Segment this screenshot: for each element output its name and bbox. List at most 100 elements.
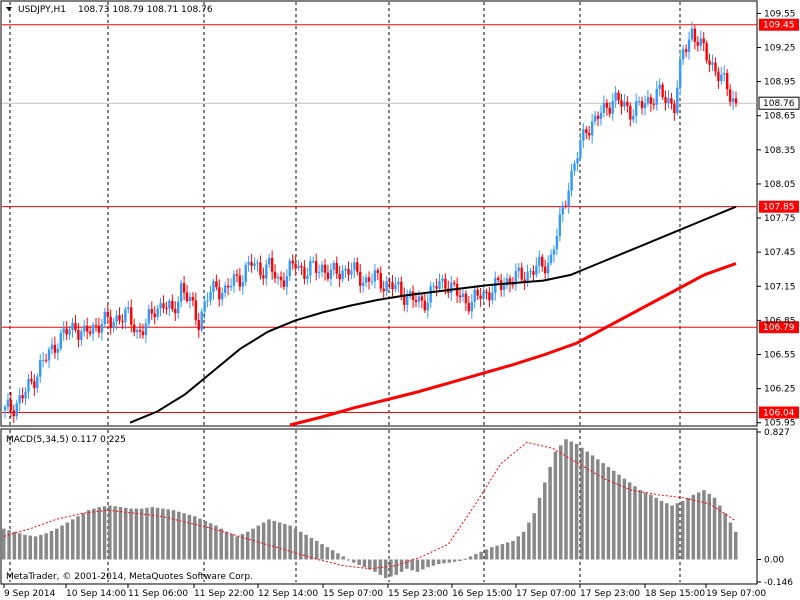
price-tick-label: 106.85 — [764, 316, 796, 326]
candle-body — [221, 292, 224, 300]
macd-bar — [240, 534, 245, 560]
candle-body — [670, 98, 673, 104]
candlesticks — [3, 21, 738, 424]
candle-body — [27, 378, 30, 392]
macd-bar — [187, 514, 192, 560]
current-price-box — [758, 96, 800, 110]
candle-body — [320, 264, 324, 272]
candle-body — [614, 92, 617, 102]
candle-body — [147, 309, 151, 324]
candle-body — [458, 295, 462, 298]
candle-body — [546, 263, 550, 274]
level-label-box — [759, 321, 799, 334]
candle-body — [12, 410, 16, 417]
candle-body — [711, 62, 714, 65]
macd-bar — [230, 534, 234, 560]
candle-body — [394, 284, 397, 290]
candle-body — [200, 311, 203, 331]
macd-bar — [65, 522, 70, 560]
macd-bar — [712, 497, 717, 560]
candle-body — [497, 277, 500, 281]
macd-pane-frame — [0, 428, 758, 585]
macd-bar — [192, 516, 197, 560]
candle-body — [679, 59, 682, 88]
price-axis: 109.55 109.25 108.95 108.65 108.35 108.05 107.… — [757, 9, 796, 429]
candle-body — [124, 309, 127, 323]
candle-body — [376, 270, 380, 273]
macd-bar — [208, 523, 213, 560]
macd-bar — [336, 553, 340, 560]
candle-body — [687, 39, 691, 52]
candle-body — [229, 285, 233, 288]
macd-bar — [436, 559, 441, 565]
candle-body — [150, 309, 153, 314]
candle-body — [411, 291, 415, 300]
macd-bar — [617, 474, 621, 560]
time-tick-label: 11 Sep 22:00 — [194, 589, 254, 599]
price-tick-label: 107.15 — [764, 282, 796, 292]
macd-bar — [97, 507, 101, 560]
candle-body — [364, 277, 368, 283]
candle-body — [106, 311, 109, 317]
candle-body — [350, 270, 353, 275]
dropdown-arrow-icon[interactable] — [6, 7, 12, 11]
candle-body — [241, 281, 244, 287]
level-label-box — [759, 18, 799, 31]
candle-body — [673, 103, 676, 114]
candle-body — [91, 325, 95, 334]
candle-body — [44, 359, 48, 361]
main-pane-frame — [0, 0, 758, 427]
candle-body — [59, 332, 62, 349]
time-tick-label: 15 Sep 07:00 — [323, 589, 383, 599]
macd-bar — [251, 528, 255, 560]
candle-body — [717, 71, 720, 82]
candle-body — [6, 399, 10, 407]
candle-body — [403, 295, 406, 305]
candle-body — [658, 84, 661, 89]
candle-body — [86, 325, 89, 332]
price-tick-label: 107.45 — [764, 248, 796, 258]
candle-body — [326, 272, 330, 279]
candle-body — [80, 331, 83, 340]
macd-signal-line — [3, 441, 737, 570]
macd-bar — [39, 534, 43, 560]
candle-body — [491, 292, 494, 301]
candle-body — [608, 107, 611, 114]
candle-body — [479, 295, 482, 299]
candle-body — [247, 262, 250, 265]
candle-body — [570, 170, 573, 191]
candle-body — [24, 391, 27, 399]
candle-body — [473, 289, 476, 302]
candle-body — [423, 300, 427, 311]
symbol-title: USDJPY,H1 — [18, 5, 66, 15]
candle-body — [488, 292, 491, 301]
macd-bar — [177, 511, 181, 560]
candle-body — [94, 325, 98, 327]
candle-body — [21, 395, 24, 399]
candle-body — [485, 292, 488, 294]
time-tick-label: 9 Sep 2014 — [4, 589, 56, 599]
candle-body — [56, 348, 60, 353]
horizontal-levels: 109.45 107.85 106.79 106.04 108.76 — [2, 18, 800, 419]
macd-bar — [368, 559, 372, 570]
macd-bar — [394, 559, 399, 575]
macd-tick-label: -0.146 — [764, 578, 793, 588]
candle-body — [543, 266, 547, 274]
candle-body — [573, 163, 576, 171]
macd-bar — [649, 494, 653, 560]
candle-body — [232, 274, 236, 286]
macd-bar — [458, 559, 462, 562]
macd-bar — [606, 466, 611, 560]
macd-bar — [198, 518, 202, 560]
macd-tick-label: 0.827 — [764, 428, 790, 438]
candle-body — [141, 331, 145, 336]
macd-bar — [543, 482, 547, 560]
candle-body — [464, 293, 468, 304]
candle-body — [209, 291, 212, 301]
macd-bar — [17, 533, 22, 560]
macd-bar — [272, 520, 277, 560]
macd-bar — [357, 559, 361, 565]
candle-body — [467, 303, 471, 312]
candle-body — [705, 43, 708, 61]
